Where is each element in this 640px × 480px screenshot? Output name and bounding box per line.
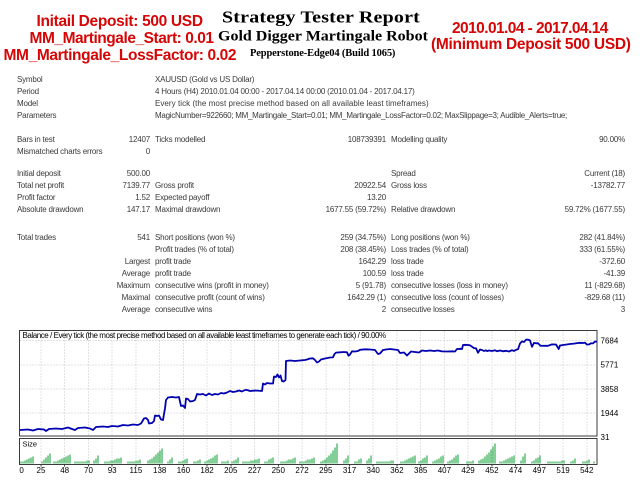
svg-text:160: 160 [177,466,191,475]
svg-text:205: 205 [224,466,238,475]
svg-text:497: 497 [533,466,547,475]
svg-text:542: 542 [580,466,594,475]
svg-text:250: 250 [272,466,286,475]
svg-text:70: 70 [84,466,93,475]
svg-text:272: 272 [295,466,309,475]
svg-text:317: 317 [343,466,357,475]
svg-text:3858: 3858 [601,385,619,394]
svg-text:Size: Size [23,440,38,449]
svg-text:474: 474 [509,466,523,475]
svg-text:25: 25 [37,466,46,475]
svg-text:385: 385 [414,466,428,475]
svg-text:182: 182 [200,466,214,475]
svg-text:115: 115 [130,466,143,475]
svg-text:452: 452 [485,466,499,475]
svg-text:138: 138 [153,466,167,475]
svg-text:362: 362 [390,466,404,475]
svg-text:93: 93 [108,466,117,475]
svg-text:1944: 1944 [601,409,619,418]
svg-text:227: 227 [248,466,262,475]
svg-text:340: 340 [367,466,381,475]
svg-text:295: 295 [319,466,333,475]
svg-text:5771: 5771 [601,361,619,370]
svg-text:407: 407 [438,466,452,475]
svg-text:Balance / Every tick (the most: Balance / Every tick (the most precise m… [23,331,386,340]
svg-text:48: 48 [60,466,69,475]
svg-text:0: 0 [19,466,24,475]
svg-text:429: 429 [461,466,475,475]
svg-text:31: 31 [601,433,610,442]
svg-text:519: 519 [556,466,570,475]
svg-text:7684: 7684 [601,336,619,345]
